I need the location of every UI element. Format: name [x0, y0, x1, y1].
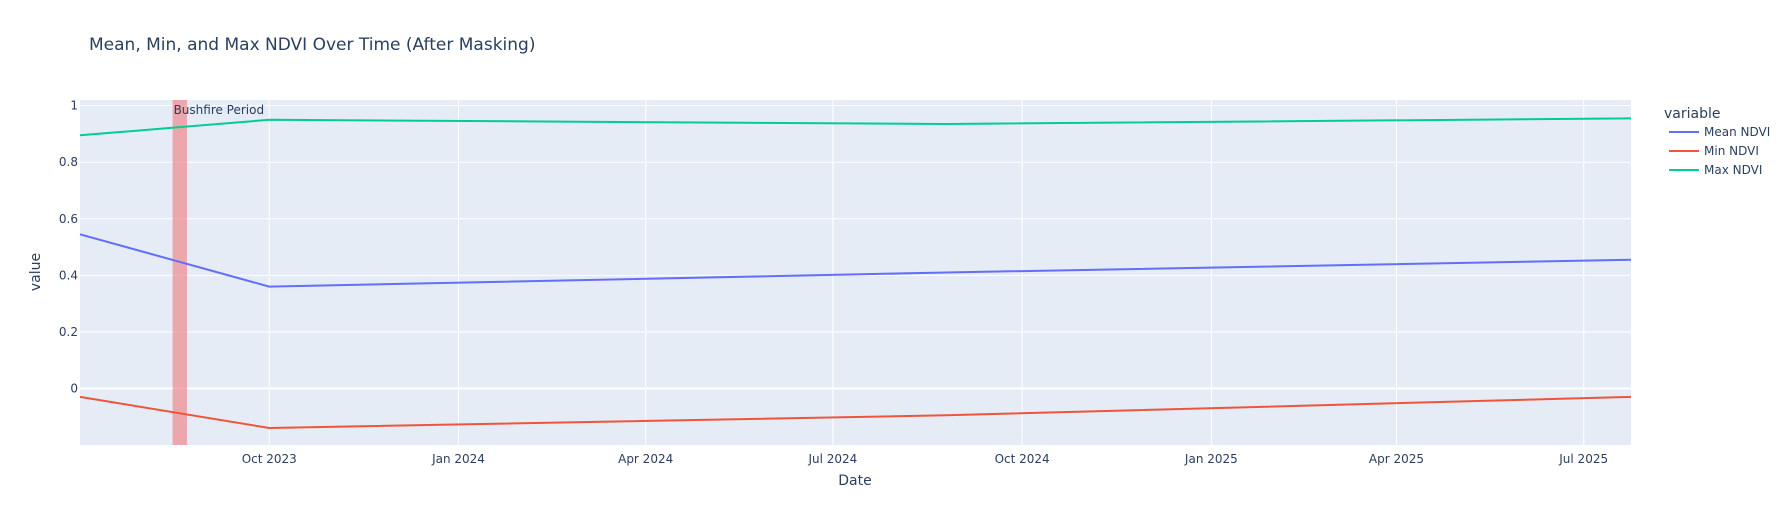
- x-tick-label: Apr 2025: [1369, 452, 1424, 466]
- chart-title: Mean, Min, and Max NDVI Over Time (After…: [89, 35, 535, 55]
- series-line: [79, 117, 1632, 137]
- y-axis-ticks: 0 0.2 0.4 0.6 0.8 1: [59, 99, 78, 396]
- x-tick-label: Oct 2024: [995, 452, 1050, 466]
- x-tick-label: Jan 2024: [431, 452, 485, 466]
- series-line: [79, 233, 1632, 288]
- y-tick-label: 1: [70, 99, 78, 113]
- x-tick-label: Oct 2023: [242, 452, 297, 466]
- y-tick-label: 0: [70, 381, 78, 395]
- x-tick-label: Jan 2025: [1184, 452, 1238, 466]
- x-tick-label: Jul 2025: [1558, 452, 1608, 466]
- series-lines: [79, 117, 1632, 430]
- y-tick-label: 0.4: [59, 268, 78, 282]
- x-axis-title: Date: [838, 473, 871, 489]
- bushfire-shaded-region: Bushfire Period: [172, 100, 265, 445]
- grid: [80, 100, 1631, 445]
- x-axis-ticks: Oct 2023 Jan 2024 Apr 2024 Jul 2024 Oct 2024…: [242, 452, 1608, 466]
- plot-area: [80, 100, 1631, 445]
- y-axis-title: value: [28, 253, 44, 291]
- y-tick-label: 0.2: [59, 325, 78, 339]
- y-tick-label: 0.6: [59, 212, 78, 226]
- y-tick-label: 0.8: [59, 155, 78, 169]
- legend-label: Mean NDVI: [1704, 125, 1770, 139]
- bushfire-band: [172, 100, 187, 445]
- legend-item[interactable]: Max NDVI: [1669, 163, 1762, 177]
- series-line: [79, 395, 1632, 430]
- legend-item[interactable]: Min NDVI: [1669, 144, 1759, 158]
- x-tick-label: Jul 2024: [807, 452, 857, 466]
- legend-label: Min NDVI: [1704, 144, 1759, 158]
- x-tick-label: Apr 2024: [618, 452, 673, 466]
- legend-label: Max NDVI: [1704, 163, 1762, 177]
- bushfire-label: Bushfire Period: [174, 103, 265, 117]
- legend[interactable]: variable Mean NDVI Min NDVI Max NDVI: [1664, 106, 1770, 177]
- legend-item[interactable]: Mean NDVI: [1669, 125, 1770, 139]
- legend-title: variable: [1664, 106, 1720, 122]
